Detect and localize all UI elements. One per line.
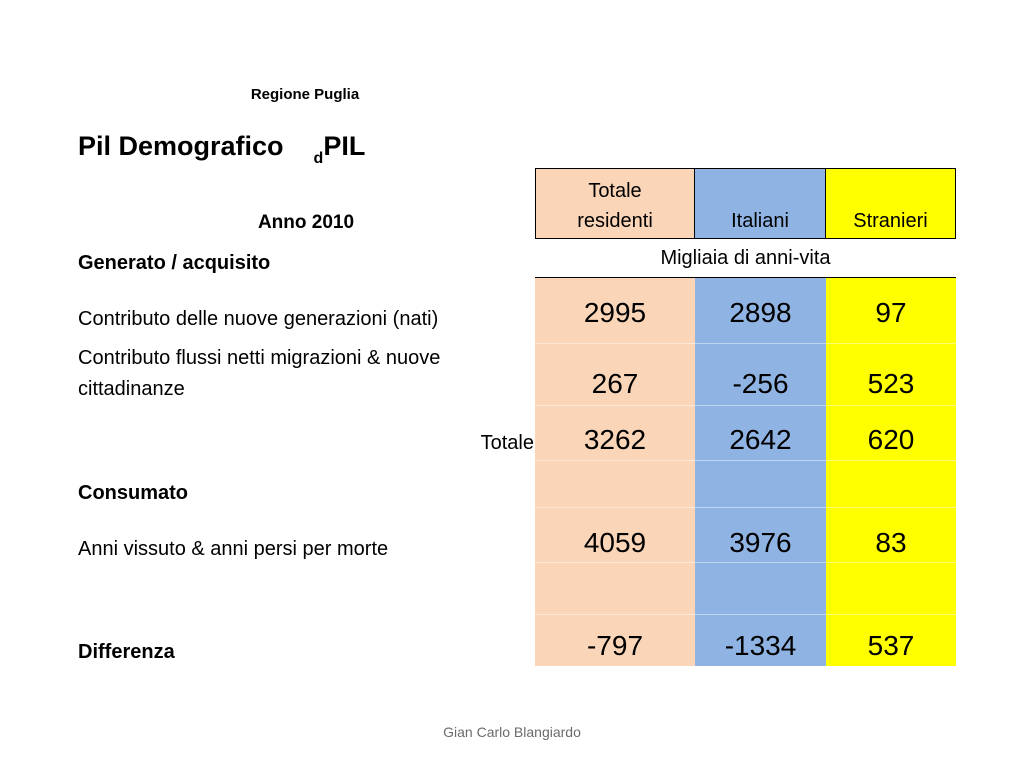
year-label: Anno 2010 [257,212,355,233]
section-generated: Generato / acquisito [78,252,271,274]
cell-difference-italiani: -1334 [724,630,797,661]
slide-title: Pil Demografico dPIL [78,131,366,167]
column-body-totale [535,278,695,666]
row-label-births: Contributo delle nuove generazioni (nati… [78,308,439,330]
row-divider [535,405,956,406]
cell-deaths-totale: 4059 [583,527,647,558]
title-text: Pil Demografico [78,131,284,161]
section-difference: Differenza [78,641,175,663]
row-divider [535,343,956,344]
title-suffix: PIL [323,131,366,161]
cell-difference-stranieri: 537 [867,630,915,661]
row-label-deaths: Anni vissuto & anni persi per morte [78,538,389,560]
row-divider [535,614,956,615]
row-label-migration-line2: cittadinanze [78,378,185,400]
column-body-stranieri [826,278,956,666]
row-label-migration-line1: Contributo flussi netti migrazioni & nuo… [78,347,441,369]
row-divider [535,562,956,563]
cell-births-italiani: 2898 [729,297,792,328]
cell-total-stranieri: 620 [867,424,915,455]
title-subscript: d [313,150,324,167]
cell-total-italiani: 2642 [729,424,792,455]
column-body-italiani [695,278,826,666]
cell-migration-totale: 267 [591,368,639,399]
row-divider [535,507,956,508]
row-label-total: Totale [480,432,534,454]
column-header-italiani: Italiani [695,168,826,239]
cell-migration-stranieri: 523 [867,368,915,399]
cell-difference-totale: -797 [586,630,644,661]
unit-label: Migliaia di anni-vita [535,239,956,278]
footer-author: Gian Carlo Blangiardo [443,724,581,740]
cell-deaths-stranieri: 83 [875,527,907,558]
column-header-totale: Totale residenti [535,168,695,239]
cell-births-stranieri: 97 [875,297,907,328]
cell-migration-italiani: -256 [732,368,789,399]
cell-total-totale: 3262 [583,424,647,455]
cell-births-totale: 2995 [583,297,647,328]
row-divider [535,460,956,461]
region-label: Regione Puglia [250,86,360,103]
cell-deaths-italiani: 3976 [729,527,792,558]
column-header-stranieri: Stranieri [826,168,956,239]
section-consumed: Consumato [78,482,188,504]
